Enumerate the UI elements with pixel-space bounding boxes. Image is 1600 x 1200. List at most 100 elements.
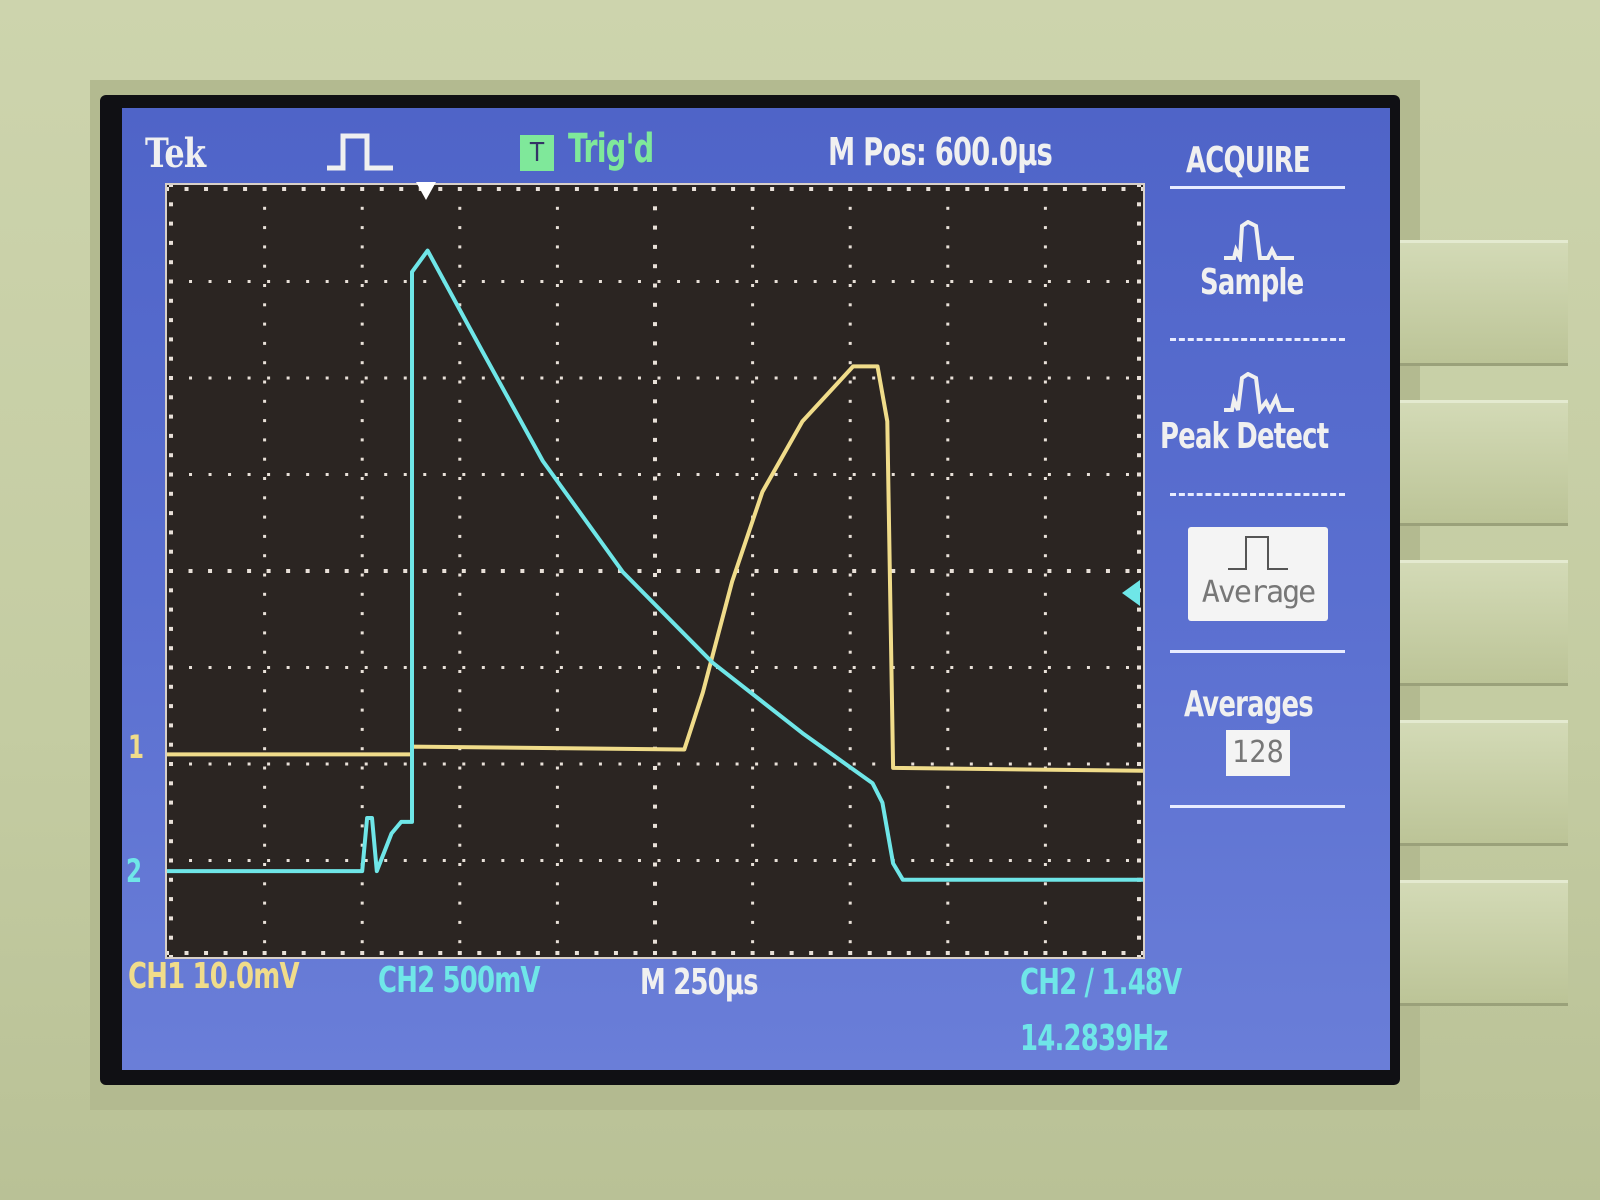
menu-item-average[interactable]: Average [1188, 527, 1328, 621]
gridline-dot [579, 376, 583, 380]
gridline-dot [520, 859, 524, 862]
gridline-dot [360, 457, 364, 461]
gridline-dot [442, 376, 446, 380]
gridline-dot [716, 859, 720, 862]
border-tick [360, 951, 365, 955]
gridline-dot [1047, 473, 1051, 476]
border-tick [169, 414, 173, 419]
gridline-dot [1043, 534, 1047, 538]
gridline-dot [442, 666, 446, 669]
border-tick [340, 951, 345, 955]
gridline-dot [653, 862, 657, 867]
gridline-dot [458, 631, 462, 635]
gridline-dot [989, 859, 993, 862]
gridline-dot [1125, 762, 1129, 766]
border-tick [1137, 781, 1141, 786]
gridline-dot [751, 612, 755, 616]
gridline-dot [1043, 399, 1047, 403]
gridline-dot [715, 569, 720, 573]
gridline-dot [481, 859, 485, 862]
gridline-dot [189, 762, 193, 766]
gridline-dot [306, 762, 310, 766]
menu-button-2[interactable] [1398, 400, 1568, 526]
menu-button-1[interactable] [1398, 240, 1568, 366]
gridline-dot [598, 280, 602, 283]
gridline-dot [1043, 689, 1047, 693]
gridline-dot [755, 280, 759, 283]
gridline-dot [911, 762, 915, 766]
gridline-dot [263, 554, 267, 558]
gridline-dot [774, 569, 779, 573]
gridline-dot [751, 785, 755, 789]
gridline-dot [653, 785, 657, 790]
gridline-dot [555, 612, 559, 616]
gridline-dot [481, 569, 486, 573]
gridline-dot [263, 727, 267, 731]
gridline-dot [774, 762, 778, 766]
menu-button-5[interactable] [1398, 880, 1568, 1006]
gridline-dot [1008, 473, 1012, 476]
border-tick [379, 951, 384, 955]
border-tick [169, 569, 173, 573]
gridline-dot [677, 280, 681, 283]
gridline-dot [286, 666, 290, 669]
border-tick [1137, 684, 1141, 689]
gridline-dot [969, 473, 973, 476]
gridline-dot [794, 666, 798, 669]
gridline-dot [555, 920, 559, 924]
gridline-dot [793, 569, 798, 573]
border-tick [282, 187, 287, 191]
gridline-dot [1028, 666, 1032, 669]
border-tick [1137, 472, 1141, 477]
gridline-dot [1086, 473, 1090, 476]
averages-value[interactable]: 128 [1226, 730, 1290, 776]
border-tick [574, 187, 579, 191]
border-tick [1121, 187, 1126, 191]
border-tick [1062, 187, 1067, 191]
gridline-dot [653, 823, 657, 828]
gridline-dot [950, 666, 954, 669]
gridline-dot [1086, 280, 1090, 283]
gridline-dot [598, 569, 603, 573]
gridline-dot [735, 376, 739, 380]
gridline-dot [360, 940, 364, 944]
gridline-dot [360, 515, 364, 519]
gridline-dot [946, 843, 950, 847]
menu-button-3[interactable] [1398, 560, 1568, 686]
border-tick [555, 951, 560, 955]
gridline-dot [848, 534, 852, 538]
border-tick [633, 187, 638, 191]
menu-button-4[interactable] [1398, 720, 1568, 846]
gridline-dot [653, 457, 657, 462]
border-tick [1137, 318, 1141, 323]
gridline-dot [946, 785, 950, 789]
gridline-dot [555, 399, 559, 403]
gridline-dot [559, 376, 563, 380]
gridline-dot [263, 419, 267, 423]
gridline-dot [540, 859, 544, 862]
border-tick [672, 187, 677, 191]
gridline-dot [481, 762, 485, 766]
gridline-dot [1047, 569, 1052, 573]
border-tick [653, 951, 657, 955]
gridline-dot [559, 762, 563, 766]
gridline-dot [751, 727, 755, 731]
gridline-dot [458, 785, 462, 789]
gridline-dot [1067, 280, 1071, 283]
gridline-dot [677, 473, 681, 476]
gridline-dot [755, 762, 759, 766]
gridline-dot [263, 303, 267, 307]
gridline-dot [422, 569, 427, 573]
gridline-dot [848, 573, 852, 577]
gridline-dot [462, 666, 466, 669]
gridline-dot [653, 225, 657, 230]
border-tick [321, 951, 326, 955]
gridline-dot [1043, 824, 1047, 828]
gridline-dot [653, 727, 657, 732]
gridline-dot [481, 280, 485, 283]
gridline-dot [458, 670, 462, 673]
gridline-dot [263, 515, 267, 519]
gridline-dot [653, 360, 657, 365]
gridline-dot [653, 380, 657, 384]
border-tick [169, 318, 173, 323]
